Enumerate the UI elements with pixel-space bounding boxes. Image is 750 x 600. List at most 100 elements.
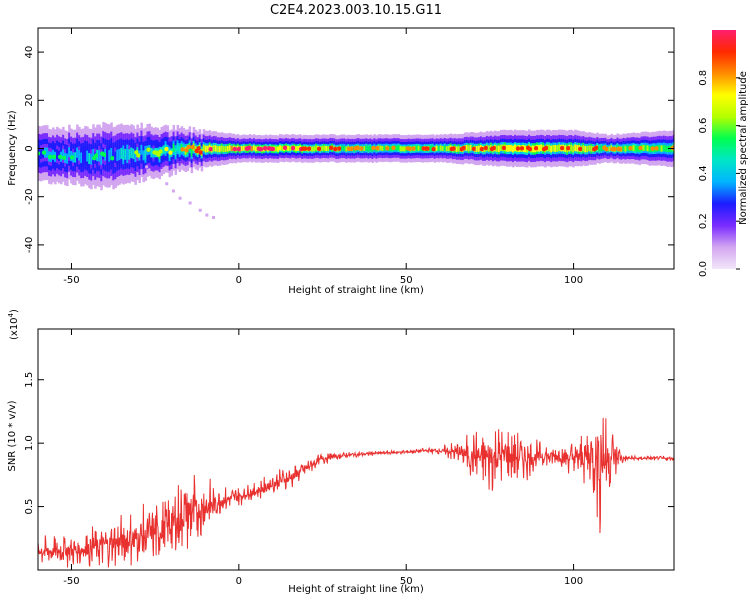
heatmap-peak: [515, 146, 521, 151]
heatmap-cell: [600, 145, 603, 152]
heatmap-cell: [507, 144, 511, 152]
heatmap-cell: [457, 146, 461, 152]
heatmap-peak: [578, 146, 583, 152]
heatmap-peak: [262, 146, 268, 151]
heatmap-peak: [102, 152, 107, 158]
snr-ylabel: SNR (10 * v/v): [7, 400, 18, 471]
heatmap-cell: [540, 144, 543, 152]
heatmap-peak: [134, 150, 139, 155]
y-tick-label: 0: [24, 145, 35, 151]
heatmap-cell: [477, 145, 481, 152]
heatmap-cell: [134, 151, 137, 163]
heatmap-cell: [66, 153, 69, 164]
heatmap-peak: [110, 156, 115, 161]
heatmap-cell: [447, 145, 451, 152]
heatmap-peak: [136, 153, 141, 158]
heatmap-cell: [584, 146, 587, 153]
heatmap-cell: [550, 145, 553, 153]
heatmap-peak: [51, 154, 57, 160]
heatmap-cell: [230, 145, 234, 152]
heatmap-cell: [214, 145, 218, 152]
y-tick-label: 1.0: [24, 435, 35, 451]
heatmap-cell: [658, 144, 662, 152]
x-tick-label: 50: [400, 275, 413, 286]
heatmap-cell: [202, 144, 206, 152]
heatmap-cell: [128, 149, 131, 160]
heatmap-scatter-point: [165, 182, 169, 186]
heatmap-peak: [349, 146, 354, 151]
heatmap-cell: [572, 145, 575, 153]
heatmap-cell: [140, 144, 143, 155]
heatmap-cell: [84, 149, 87, 161]
heatmap-cell: [118, 148, 121, 161]
heatmap-cell: [144, 149, 147, 160]
heatmap-cell: [379, 145, 382, 151]
heatmap-peak: [355, 145, 360, 151]
heatmap-cell: [590, 145, 593, 152]
heatmap-cell: [142, 150, 145, 161]
x-tick-label: 0: [236, 275, 242, 286]
heatmap-cell: [634, 145, 638, 152]
heatmap-cell: [250, 146, 254, 152]
heatmap-cell: [116, 149, 119, 161]
heatmap-cell: [495, 145, 499, 153]
heatmap-cell: [365, 145, 368, 151]
heatmap-cell: [586, 146, 589, 153]
heatmap-cell: [277, 146, 280, 152]
heatmap-cell: [178, 145, 182, 155]
heatmap-cell: [648, 146, 652, 153]
heatmap-cell: [174, 148, 178, 157]
heatmap-cell: [76, 147, 79, 158]
heatmap-scatter-point: [205, 213, 209, 217]
heatmap-cell: [281, 145, 284, 151]
snr-series-line: [38, 417, 674, 568]
colorbar-tick-label: 0.2: [698, 213, 709, 229]
heatmap-peak: [650, 146, 655, 151]
heatmap-cell: [445, 146, 449, 152]
heatmap-cell: [383, 145, 386, 151]
heatmap-peak: [306, 146, 312, 151]
heatmap-cell: [78, 150, 81, 161]
heatmap-cell: [124, 148, 127, 160]
heatmap-cell: [582, 145, 585, 152]
heatmap-peak: [38, 151, 41, 156]
heatmap-cell: [220, 145, 224, 152]
heatmap-peak: [69, 155, 75, 160]
heatmap-peak: [411, 146, 416, 151]
heatmap-peak: [236, 146, 242, 152]
heatmap-cell: [632, 145, 636, 151]
heatmap-cell: [122, 149, 125, 161]
heatmap-cell: [216, 146, 220, 153]
heatmap-cell: [558, 144, 561, 152]
heatmap-cell: [132, 148, 135, 159]
heatmap-peak: [333, 146, 338, 152]
y-tick-label: -20: [24, 189, 35, 205]
heatmap-cell: [212, 145, 216, 152]
heatmap-cell: [642, 144, 646, 151]
colorbar-tick-label: 0.0: [698, 261, 709, 277]
heatmap-peak: [270, 146, 276, 152]
y-tick-label: 20: [24, 94, 35, 107]
heatmap-cell: [297, 145, 300, 151]
heatmap-cell: [538, 144, 541, 152]
heatmap-peak: [316, 146, 322, 152]
heatmap-peak: [337, 146, 342, 151]
heatmap-cell: [660, 145, 664, 152]
colorbar-scale: [712, 30, 736, 269]
heatmap-peak: [543, 145, 549, 151]
heatmap-cell: [576, 144, 579, 152]
heatmap-cell: [313, 146, 316, 152]
heatmap-cell: [469, 144, 473, 151]
heatmap-cell: [98, 150, 101, 162]
y-tick-label: 0.5: [24, 499, 35, 515]
heatmap-cell: [487, 145, 491, 152]
heatmap-peak: [180, 147, 185, 152]
heatmap-cell: [90, 153, 93, 165]
heatmap-peak: [618, 146, 623, 152]
heatmap-peak: [491, 145, 497, 151]
heatmap-peak: [198, 150, 203, 155]
heatmap-cell: [624, 146, 627, 152]
spectrogram-panel: -50 0 50 100 -40 -20 0 20 40 Height of straight…: [7, 27, 675, 296]
heatmap-peak: [479, 146, 485, 152]
